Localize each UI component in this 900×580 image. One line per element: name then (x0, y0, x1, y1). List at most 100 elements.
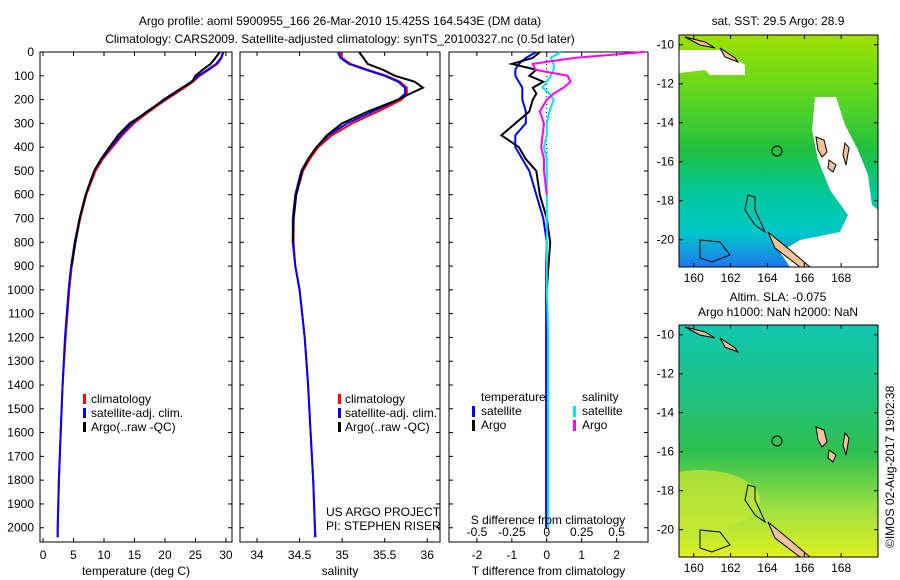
x-tick-label: 0 (543, 548, 550, 562)
depth-tick-label: 800 (14, 235, 34, 249)
land-new-caledonia (767, 231, 811, 267)
sla-high-patch (679, 470, 760, 530)
depth-tick-label: 1100 (8, 307, 34, 321)
series-line-climatology (56, 51, 225, 538)
depth-tick-label: 1000 (7, 283, 34, 297)
s-diff-tick-label: 0 (543, 525, 550, 539)
x-tick-label: 15 (128, 548, 142, 562)
lat-tick-label: -20 (657, 233, 675, 247)
imos-credit: ©IMOS 02-Aug-2017 19:02:38 (883, 385, 897, 548)
temperature-axis-label: temperature (deg C) (82, 564, 190, 578)
depth-tick-label: 1300 (7, 354, 34, 368)
pi-annotation: PI: STEPHEN RISER (326, 519, 441, 533)
lon-tick-label: 160 (684, 271, 704, 285)
x-tick-label: -1 (507, 548, 518, 562)
legend-label-t-argo: Argo (481, 418, 507, 432)
lat-tick-label: -18 (657, 484, 675, 498)
depth-tick-label: 1800 (7, 473, 34, 487)
temperature-axes-frame (39, 51, 233, 543)
lat-tick-label: -12 (657, 367, 675, 381)
legend-label-satellite: satellite-adj. clim. (91, 406, 183, 420)
sst-map-title: sat. SST: 29.5 Argo: 28.9 (712, 14, 845, 28)
legend-swatch-argo (83, 422, 86, 432)
s-diff-tick-label: 0.25 (570, 525, 594, 539)
x-tick-label: 1 (578, 548, 585, 562)
series-line-salinity-argo (531, 51, 645, 195)
lon-tick-label: 160 (684, 561, 704, 575)
lat-tick-label: -14 (657, 406, 675, 420)
difference-axis-label: T difference from climatology (472, 564, 626, 578)
legend-label-climatology: climatology (91, 392, 151, 406)
title-line-1: Argo profile: aoml 5900955_166 26-Mar-20… (139, 14, 541, 28)
s-diff-tick-label: -0.5 (467, 525, 488, 539)
depth-tick-label: 600 (14, 188, 34, 202)
x-tick-label: 35.5 (373, 548, 397, 562)
legend-swatch-satellite (83, 408, 86, 418)
depth-tick-label: 2000 (7, 521, 34, 535)
series-line-temperature-argo (499, 51, 552, 290)
legend-swatch-climatology (83, 394, 86, 404)
lat-tick-label: -16 (657, 445, 675, 459)
series-line-argo-raw-qc- (291, 51, 425, 243)
depth-tick-label: 1600 (7, 426, 34, 440)
depth-tick-label: 1500 (7, 402, 34, 416)
profile-location-marker (771, 435, 783, 447)
project-annotation: US ARGO PROJECT (326, 505, 441, 519)
lon-tick-label: 166 (794, 561, 814, 575)
title-line-2: Climatology: CARS2009. Satellite-adjuste… (105, 32, 575, 46)
sla-map: Altim. SLA: -0.075 Argo h1000: NaN h2000… (657, 290, 879, 575)
series-line-satellite-adj-clim- (56, 51, 224, 538)
depth-tick-label: 1700 (7, 449, 34, 463)
land-new-caledonia (767, 521, 811, 557)
missing-data-patch (780, 97, 878, 267)
legend-header-salinity: salinity (582, 390, 619, 404)
sst-map: sat. SST: 29.5 Argo: 28.9 160 162 164 166 16… (657, 14, 879, 285)
lon-tick-label: 168 (831, 561, 851, 575)
lon-tick-label: 164 (757, 561, 777, 575)
depth-tick-label: 200 (14, 93, 34, 107)
profile-location-marker (771, 145, 783, 157)
series-line-argo-raw-qc- (70, 51, 221, 267)
lat-tick-label: -18 (657, 194, 675, 208)
lon-tick-label: 164 (757, 271, 777, 285)
sst-map-frame (678, 34, 879, 268)
difference-axes-frame (448, 51, 649, 543)
depth-tick-label: 400 (14, 140, 34, 154)
x-tick-label: 34 (250, 548, 264, 562)
x-tick-label: 2 (613, 548, 620, 562)
legend-label-s-satellite: satellite (582, 404, 623, 418)
temperature-legend: climatology satellite-adj. clim. Argo(..… (83, 392, 183, 434)
depth-tick-label: 1200 (7, 330, 34, 344)
s-diff-tick-label: 0.5 (608, 525, 625, 539)
legend-swatch-s-satellite (573, 406, 576, 417)
land-vanuatu (815, 136, 850, 173)
land-solomons (684, 36, 740, 64)
x-tick-label: -2 (472, 548, 483, 562)
legend-swatch-t-argo (472, 420, 475, 431)
lat-tick-label: -14 (657, 116, 675, 130)
salinity-axes-frame (239, 51, 441, 543)
depth-tick-label: 300 (14, 116, 34, 130)
legend-swatch-argo (338, 422, 341, 432)
x-tick-label: 0 (40, 548, 47, 562)
land-solomons (684, 326, 740, 354)
legend-swatch-climatology (338, 394, 341, 404)
reef-outline (699, 484, 767, 553)
x-tick-label: 36 (421, 548, 435, 562)
depth-tick-label: 1400 (7, 378, 34, 392)
depth-tick-label: 100 (14, 69, 34, 83)
depth-tick-label: 900 (14, 259, 34, 273)
lon-tick-label: 162 (721, 271, 741, 285)
x-tick-label: 35 (335, 548, 349, 562)
legend-swatch-s-argo (573, 420, 576, 431)
legend-label-climatology: climatology (345, 392, 405, 406)
salinity-panel: 34 34.5 35 35.5 36 salinity (239, 51, 441, 578)
land-vanuatu (815, 426, 850, 463)
salinity-legend: climatology satellite-adj. clim. Argo(..… (326, 392, 441, 533)
x-tick-label: 10 (97, 548, 111, 562)
x-tick-label: 20 (158, 548, 172, 562)
legend-swatch-satellite (338, 408, 341, 418)
depth-tick-label: 0 (27, 45, 34, 59)
legend-label-s-argo: Argo (582, 418, 608, 432)
